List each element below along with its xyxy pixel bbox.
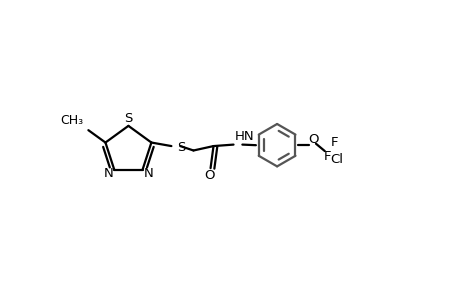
Text: N: N [143, 167, 153, 180]
Text: O: O [308, 133, 318, 146]
Text: O: O [204, 169, 215, 182]
Text: S: S [124, 112, 132, 125]
Text: F: F [323, 151, 331, 164]
Text: CH₃: CH₃ [60, 114, 83, 127]
Text: N: N [103, 167, 113, 180]
Text: S: S [177, 141, 185, 154]
Text: F: F [330, 136, 337, 149]
Text: HN: HN [235, 130, 254, 143]
Text: Cl: Cl [330, 153, 342, 167]
